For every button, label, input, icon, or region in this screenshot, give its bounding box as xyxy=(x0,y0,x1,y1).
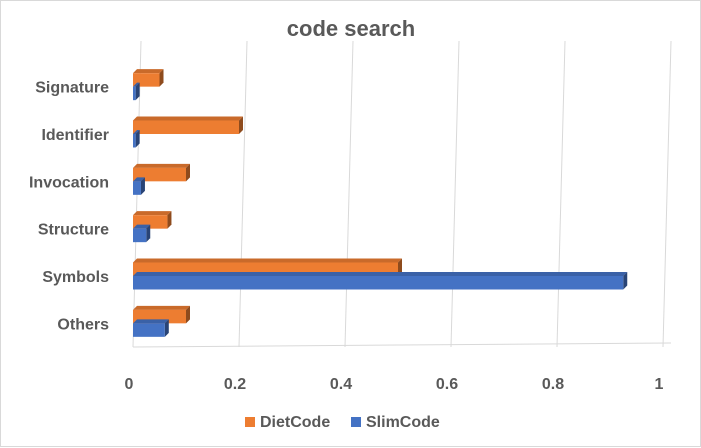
gridline-0-2 xyxy=(238,40,248,348)
gridline-1 xyxy=(662,40,672,348)
x-tick-0: 0 xyxy=(125,376,134,393)
x-tick-1: 1 xyxy=(655,376,664,393)
x-tick-0-8: 0.8 xyxy=(542,376,564,393)
legend-swatch-dietcode xyxy=(245,417,255,427)
bar-slimcode-symbols xyxy=(133,272,628,290)
bars xyxy=(133,69,628,337)
gridline-0-6 xyxy=(450,40,460,348)
bar-slimcode-identifier xyxy=(133,130,140,148)
bar-dietcode-invocation xyxy=(133,163,190,182)
x-tick-0-6: 0.6 xyxy=(436,376,458,393)
gridlines xyxy=(132,40,672,348)
legend-label-slimcode: SlimCode xyxy=(366,414,440,431)
category-label-others: Others xyxy=(57,316,109,333)
category-label-signature: Signature xyxy=(35,80,109,97)
gridline-0-4 xyxy=(344,40,354,348)
legend-label-dietcode: DietCode xyxy=(260,414,330,431)
gridline-0-8 xyxy=(556,40,566,348)
bar-dietcode-identifier xyxy=(133,116,243,134)
legend: DietCode SlimCode xyxy=(245,414,440,431)
legend-item-slimcode: SlimCode xyxy=(351,414,440,431)
category-label-symbols: Symbols xyxy=(42,269,109,286)
category-label-invocation: Invocation xyxy=(29,174,109,191)
bar-slimcode-signature xyxy=(133,82,140,101)
bar-slimcode-others xyxy=(133,319,169,337)
x-tick-labels: 0 0.2 0.4 0.6 0.8 1 xyxy=(125,376,664,393)
floor-line xyxy=(132,342,672,348)
chart-title: code search xyxy=(287,16,415,41)
legend-swatch-slimcode xyxy=(351,417,361,427)
x-tick-0-2: 0.2 xyxy=(224,376,246,393)
category-label-structure: Structure xyxy=(38,222,109,239)
category-label-identifier: Identifier xyxy=(41,127,109,144)
bar-dietcode-structure xyxy=(133,211,172,229)
category-labels: Signature Identifier Invocation Structure Sy… xyxy=(29,80,109,334)
legend-item-dietcode: DietCode xyxy=(245,414,330,431)
bar-slimcode-invocation xyxy=(133,177,145,195)
bar-slimcode-structure xyxy=(133,224,151,243)
x-tick-0-4: 0.4 xyxy=(330,376,352,393)
